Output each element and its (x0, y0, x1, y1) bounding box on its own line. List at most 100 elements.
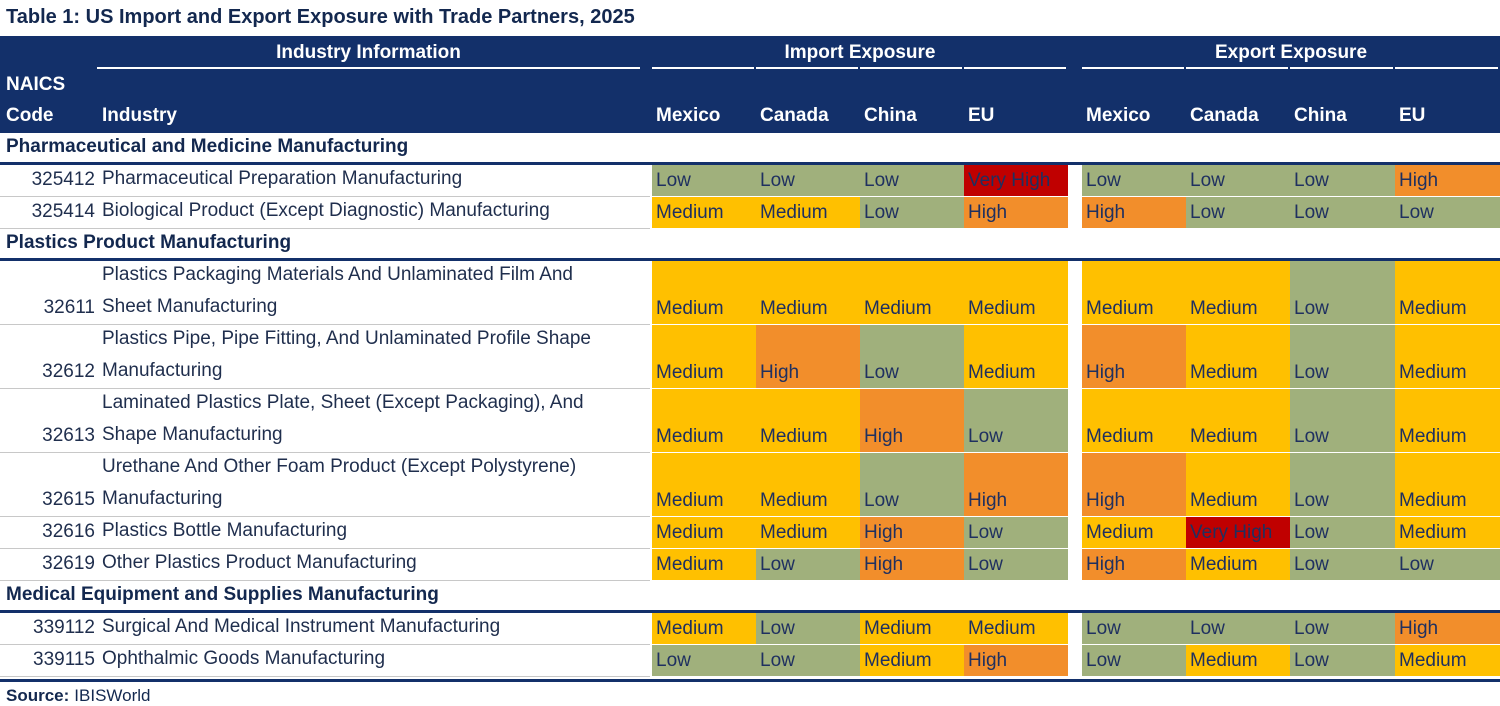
exposure-cell: Medium (1395, 261, 1500, 324)
exposure-cell: Low (860, 325, 964, 388)
exposure-cell: High (1082, 197, 1186, 228)
naics-code: 339112 (33, 617, 95, 638)
exposure-cell: Medium (1395, 645, 1500, 676)
code-header: Code (6, 105, 54, 126)
exposure-cell: Medium (964, 261, 1068, 324)
column-header: EU (1399, 105, 1426, 126)
industry-name: Other Plastics Product Manufacturing (102, 552, 417, 573)
exposure-cell: High (756, 325, 860, 388)
industry-name: Sheet Manufacturing (102, 296, 278, 317)
column-header: Mexico (656, 105, 721, 126)
header-rule (1082, 67, 1184, 69)
industry-name: Manufacturing (102, 360, 223, 381)
exposure-cell: Medium (756, 389, 860, 452)
exposure-cell: Medium (860, 645, 964, 676)
naics-code: 32613 (42, 425, 95, 446)
naics-code: 325412 (31, 169, 95, 190)
group-header: Industry Information (276, 42, 461, 63)
header-rule (1186, 67, 1288, 69)
row-rule (0, 196, 650, 197)
exposure-cell: Medium (756, 517, 860, 548)
exposure-cell: Low (860, 197, 964, 228)
exposure-cell: Medium (1186, 453, 1290, 516)
exposure-cell: High (860, 549, 964, 580)
column-header: EU (968, 105, 995, 126)
industry-name: Laminated Plastics Plate, Sheet (Except … (102, 392, 584, 413)
naics-code: 32615 (42, 489, 95, 510)
exposure-cell: Medium (964, 613, 1068, 644)
bottom-rule (0, 679, 1500, 682)
exposure-cell: High (1082, 549, 1186, 580)
exposure-cell: Medium (1186, 645, 1290, 676)
exposure-cell: Low (964, 517, 1068, 548)
section-title: Pharmaceutical and Medicine Manufacturin… (6, 136, 409, 157)
column-header: Mexico (1086, 105, 1151, 126)
exposure-cell: High (1395, 165, 1500, 196)
header-rule (1395, 67, 1498, 69)
exposure-cell: Low (1395, 549, 1500, 580)
header-rule (97, 67, 640, 69)
exposure-cell: Medium (860, 613, 964, 644)
exposure-cell: Low (1186, 613, 1290, 644)
exposure-cell: Low (1290, 197, 1395, 228)
header-rule (1290, 67, 1393, 69)
exposure-cell: Medium (1395, 389, 1500, 452)
exposure-cell: Medium (1186, 261, 1290, 324)
exposure-cell: Medium (1186, 389, 1290, 452)
source-text: IBISWorld (74, 686, 151, 705)
row-rule (0, 516, 650, 517)
exposure-cell: Medium (652, 613, 756, 644)
row-rule (0, 388, 650, 389)
row-rule (0, 644, 650, 645)
exposure-cell: Medium (964, 325, 1068, 388)
row-rule (0, 324, 650, 325)
column-header: Canada (760, 105, 829, 126)
group-header: Export Exposure (1214, 42, 1368, 63)
column-header: China (1294, 105, 1347, 126)
exposure-cell: Low (1290, 645, 1395, 676)
industry-name: Plastics Pipe, Pipe Fitting, And Unlamin… (102, 328, 591, 349)
exposure-cell: Medium (652, 453, 756, 516)
source: Source: IBISWorld (6, 686, 151, 706)
exposure-cell: High (1082, 453, 1186, 516)
exposure-cell: Low (1290, 389, 1395, 452)
header-rule (964, 67, 1066, 69)
exposure-cell: Low (1186, 165, 1290, 196)
exposure-cell: High (964, 197, 1068, 228)
exposure-cell: Low (652, 645, 756, 676)
industry-name: Surgical And Medical Instrument Manufact… (102, 616, 501, 637)
exposure-cell: High (860, 517, 964, 548)
exposure-cell: Medium (756, 197, 860, 228)
industry-name: Plastics Bottle Manufacturing (102, 520, 348, 541)
exposure-cell: Low (756, 165, 860, 196)
section-title: Medical Equipment and Supplies Manufactu… (6, 584, 439, 605)
industry-name: Pharmaceutical Preparation Manufacturing (102, 168, 463, 189)
industry-name: Plastics Packaging Materials And Unlamin… (102, 264, 574, 285)
exposure-cell: Medium (1082, 261, 1186, 324)
section-rule (0, 162, 1500, 165)
exposure-cell: Medium (652, 517, 756, 548)
exposure-cell: Low (860, 453, 964, 516)
exposure-cell: Low (1082, 613, 1186, 644)
row-rule (0, 452, 650, 453)
industry-name: Ophthalmic Goods Manufacturing (102, 648, 386, 669)
exposure-cell: High (1395, 613, 1500, 644)
exposure-cell: High (1082, 325, 1186, 388)
section-rule (0, 610, 1500, 613)
row-rule (0, 228, 650, 229)
exposure-cell: Low (1082, 645, 1186, 676)
exposure-cell: Low (1290, 165, 1395, 196)
exposure-cell: Low (1290, 453, 1395, 516)
exposure-cell: Medium (756, 261, 860, 324)
exposure-cell: Very High (964, 165, 1068, 196)
exposure-cell: Medium (652, 325, 756, 388)
exposure-cell: Low (860, 165, 964, 196)
exposure-cell: Low (756, 549, 860, 580)
exposure-cell: Medium (652, 197, 756, 228)
exposure-cell: Medium (1186, 325, 1290, 388)
naics-code: 325414 (31, 201, 95, 222)
industry-name: Shape Manufacturing (102, 424, 283, 445)
exposure-cell: Medium (1395, 453, 1500, 516)
exposure-cell: Low (1290, 613, 1395, 644)
